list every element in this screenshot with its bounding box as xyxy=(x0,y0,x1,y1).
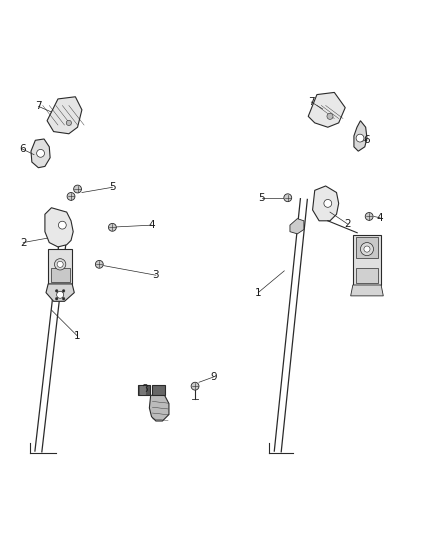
Polygon shape xyxy=(31,139,50,168)
Circle shape xyxy=(67,192,75,200)
Circle shape xyxy=(284,194,292,201)
Circle shape xyxy=(327,114,333,119)
Bar xyxy=(138,385,150,395)
Text: 7: 7 xyxy=(308,97,314,107)
Circle shape xyxy=(66,120,71,125)
Text: 2: 2 xyxy=(344,219,351,229)
Text: 7: 7 xyxy=(35,101,42,111)
Text: 9: 9 xyxy=(210,372,217,382)
Text: 8: 8 xyxy=(142,384,148,394)
Circle shape xyxy=(58,221,66,229)
Circle shape xyxy=(62,289,65,292)
Circle shape xyxy=(324,199,332,207)
Polygon shape xyxy=(313,186,339,221)
Text: 4: 4 xyxy=(377,213,383,223)
Circle shape xyxy=(37,149,45,157)
Polygon shape xyxy=(354,120,367,151)
Circle shape xyxy=(55,297,58,300)
Text: 5: 5 xyxy=(258,193,265,203)
Circle shape xyxy=(364,246,370,252)
Circle shape xyxy=(191,382,199,390)
Circle shape xyxy=(356,134,364,142)
Polygon shape xyxy=(290,219,304,234)
Polygon shape xyxy=(47,97,82,134)
Circle shape xyxy=(57,261,63,268)
Circle shape xyxy=(365,213,373,220)
Text: 5: 5 xyxy=(109,182,116,192)
Polygon shape xyxy=(308,92,345,127)
Bar xyxy=(356,237,378,258)
Circle shape xyxy=(62,297,65,300)
Polygon shape xyxy=(45,208,73,247)
Circle shape xyxy=(109,223,116,231)
Text: 1: 1 xyxy=(255,288,261,297)
Bar xyxy=(152,385,165,395)
Polygon shape xyxy=(149,395,169,421)
Text: 3: 3 xyxy=(152,270,159,280)
Bar xyxy=(51,268,70,282)
Text: 1: 1 xyxy=(74,331,81,341)
Circle shape xyxy=(55,289,58,292)
Circle shape xyxy=(360,243,374,256)
Bar xyxy=(48,249,72,284)
Bar xyxy=(356,268,378,283)
Bar xyxy=(353,235,381,285)
Circle shape xyxy=(74,185,81,193)
Polygon shape xyxy=(351,285,383,296)
Text: 6: 6 xyxy=(19,144,25,154)
Circle shape xyxy=(95,261,103,268)
Circle shape xyxy=(57,292,64,298)
Text: 6: 6 xyxy=(364,135,370,146)
Circle shape xyxy=(54,259,66,270)
Text: 4: 4 xyxy=(148,220,155,230)
Bar xyxy=(140,386,145,394)
Polygon shape xyxy=(46,284,74,301)
Text: 2: 2 xyxy=(20,238,26,247)
